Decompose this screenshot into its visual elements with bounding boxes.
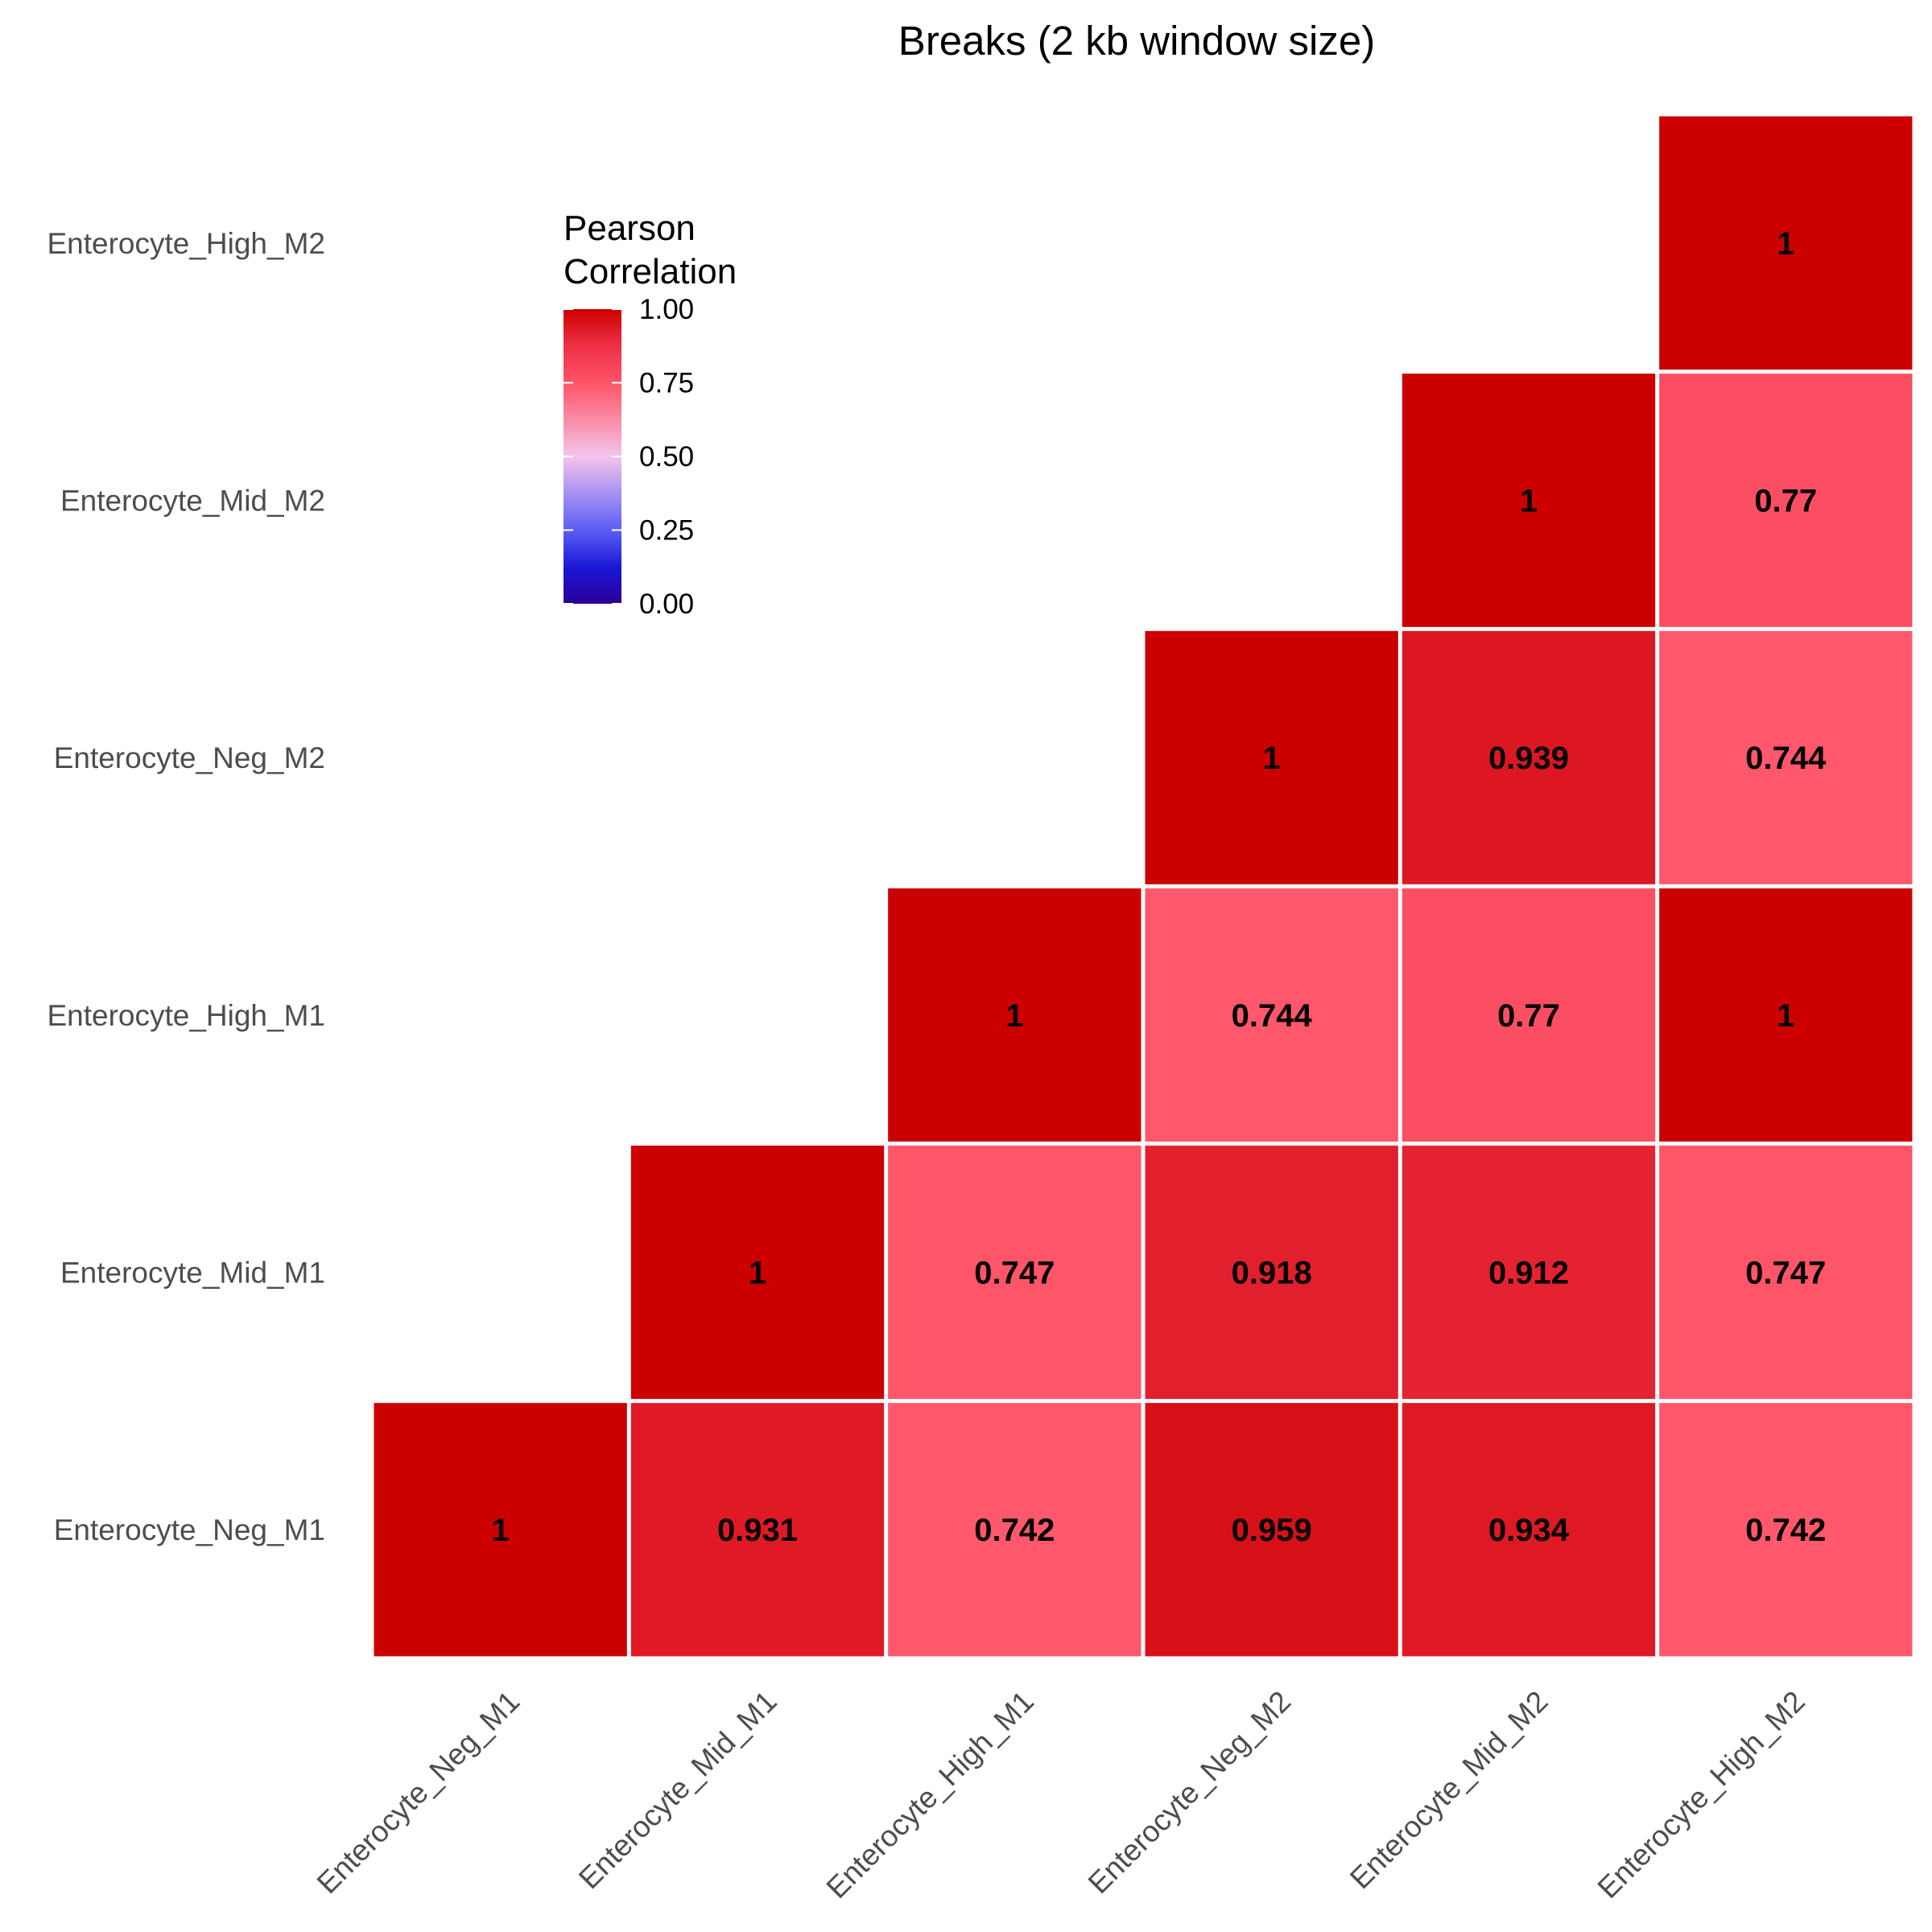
- heatmap-cell: [1659, 374, 1913, 627]
- legend-tick-label: 1.00: [639, 294, 694, 325]
- color-legend: Pearson Correlation 0.00 0.25 0.50 0.75 1.00: [564, 208, 737, 620]
- x-axis-labels: Enterocyte_Neg_M1 Enterocyte_Mid_M1 Entero…: [311, 1685, 1811, 1905]
- x-tick-label: Enterocyte_Neg_M1: [311, 1685, 526, 1901]
- heatmap-cell: [1402, 1146, 1656, 1399]
- heatmap-cell: [630, 1402, 885, 1657]
- y-tick-label: Enterocyte_Neg_M1: [54, 1513, 325, 1546]
- heatmap-cell: [888, 888, 1141, 1142]
- legend-tick-label: 0.50: [639, 441, 694, 473]
- cell-value-label: 0.744: [1745, 741, 1827, 776]
- heatmap-cell: [1659, 888, 1913, 1142]
- heatmap-cell: [1145, 888, 1398, 1142]
- heatmap-cell: [630, 1146, 885, 1399]
- heatmap-cell: [1402, 1402, 1656, 1657]
- heatmap-cell: [1402, 374, 1656, 627]
- cell-value-label: 0.918: [1232, 1256, 1312, 1291]
- heatmap-cell: [888, 1402, 1141, 1657]
- heatmap-cell: [888, 1146, 1141, 1399]
- x-tick-label: Enterocyte_Mid_M1: [572, 1685, 783, 1896]
- cell-value-label: 0.77: [1754, 484, 1817, 519]
- heatmap-cell: [1145, 1402, 1398, 1657]
- heatmap-cell: [1659, 1402, 1913, 1657]
- heatmap-cell: [374, 1402, 627, 1657]
- cell-value-label: 0.744: [1232, 998, 1313, 1034]
- cell-value-label: 1: [1777, 226, 1794, 262]
- cell-value-label: 1: [492, 1513, 510, 1548]
- heatmap-cell: [1145, 630, 1398, 885]
- heatmap-cell: [1659, 1146, 1913, 1399]
- y-tick-label: Enterocyte_High_M1: [47, 999, 325, 1032]
- cell-value-label: 0.77: [1497, 998, 1560, 1034]
- cell-value-label: 1: [1005, 998, 1023, 1034]
- cell-value-label: 1: [1520, 484, 1538, 519]
- cell-value-label: 0.959: [1232, 1513, 1312, 1548]
- legend-tick-label: 0.75: [639, 368, 694, 399]
- y-tick-label: Enterocyte_Neg_M2: [54, 741, 325, 774]
- chart-title: Breaks (2 kb window size): [898, 18, 1375, 64]
- heatmap-cell: [1145, 1146, 1398, 1399]
- cell-value-label: 1: [749, 1256, 766, 1291]
- heatmap-cells: 1 0.931 0.742 0.959 0.934 0.742 1 0.747 0.918 0.9…: [374, 116, 1913, 1657]
- cell-value-label: 1: [1263, 741, 1281, 776]
- legend-title: Correlation: [564, 252, 737, 291]
- cell-value-label: 0.747: [974, 1256, 1055, 1291]
- cell-value-label: 0.742: [974, 1513, 1055, 1548]
- y-tick-label: Enterocyte_High_M2: [47, 227, 325, 260]
- cell-value-label: 0.934: [1488, 1513, 1570, 1548]
- y-axis-labels: Enterocyte_Neg_M1 Enterocyte_Mid_M1 Entero…: [47, 227, 325, 1546]
- heatmap-cell: [1402, 888, 1656, 1142]
- heatmap-cell: [1659, 116, 1913, 370]
- legend-title: Pearson: [564, 208, 696, 248]
- legend-tick-label: 0.00: [639, 588, 694, 620]
- heatmap-cell: [1659, 630, 1913, 885]
- x-tick-label: Enterocyte_High_M1: [820, 1685, 1040, 1905]
- cell-value-label: 1: [1777, 998, 1794, 1034]
- heatmap-cell: [1402, 630, 1656, 885]
- cell-value-label: 0.939: [1488, 741, 1569, 776]
- cell-value-label: 0.747: [1745, 1256, 1826, 1291]
- cell-value-label: 0.931: [717, 1513, 798, 1548]
- cell-value-label: 0.742: [1745, 1513, 1826, 1548]
- legend-tick-label: 0.25: [639, 515, 694, 547]
- y-tick-label: Enterocyte_Mid_M2: [60, 485, 325, 518]
- x-tick-label: Enterocyte_Mid_M2: [1344, 1685, 1554, 1896]
- x-tick-label: Enterocyte_High_M2: [1591, 1685, 1811, 1905]
- cell-value-label: 0.912: [1488, 1256, 1569, 1291]
- x-tick-label: Enterocyte_Neg_M2: [1082, 1685, 1298, 1901]
- y-tick-label: Enterocyte_Mid_M1: [60, 1257, 325, 1290]
